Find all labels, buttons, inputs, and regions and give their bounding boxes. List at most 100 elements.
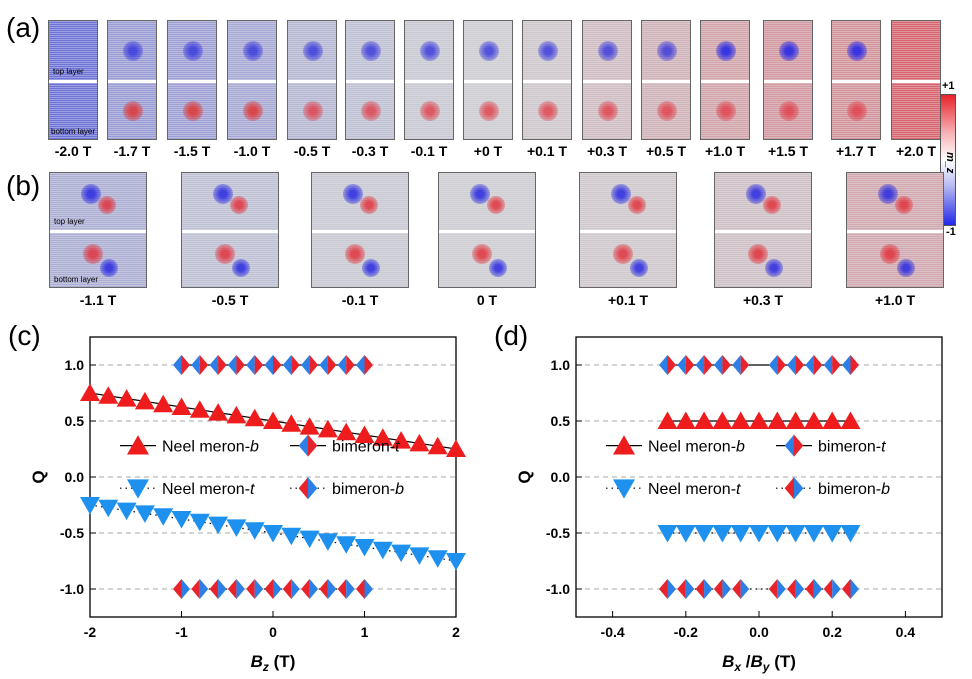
marker-half-left (695, 355, 705, 375)
data-point (98, 499, 119, 518)
data-point (732, 355, 750, 375)
top-bimeron-core-a (343, 183, 364, 204)
data-point (787, 579, 805, 599)
legend-marker (784, 434, 804, 457)
panel-letter: (c) (8, 320, 41, 351)
data-point (173, 355, 190, 375)
panel-a-tile (522, 20, 572, 140)
layer-separator (108, 80, 156, 83)
data-point (427, 550, 448, 568)
series (659, 355, 859, 375)
marker-half-right (291, 355, 300, 375)
y-tick-label: -1.0 (546, 581, 570, 597)
legend-marker (127, 479, 149, 499)
bottom-bimeron-core-a (472, 244, 493, 265)
marker-half-left (695, 579, 705, 599)
marker-half-left (768, 355, 778, 375)
data-point (301, 579, 319, 599)
marker-half-right (813, 355, 823, 375)
data-point (246, 579, 264, 599)
layer-separator (405, 80, 453, 83)
marker-half-left (787, 355, 796, 375)
bottom-meron-core (303, 101, 323, 121)
data-point (246, 355, 264, 375)
x-tick-label: -1 (175, 624, 188, 640)
x-tick-label: 0.2 (822, 624, 842, 640)
series (173, 579, 373, 599)
bottom-layer-label: bottom layer (54, 275, 99, 284)
x-tick-label: -0.2 (674, 624, 698, 640)
data-point (171, 511, 192, 529)
marker-half-left (282, 579, 292, 599)
marker-half-right (795, 579, 805, 599)
data-point (244, 408, 265, 427)
data-point (677, 355, 695, 375)
marker-half-right (777, 355, 786, 375)
top-meron-core (847, 41, 867, 61)
top-meron-core (657, 41, 677, 61)
data-point (391, 431, 412, 449)
panel-a-field-label: -1.5 T (173, 143, 211, 159)
panel-a-tile (463, 20, 513, 140)
marker-half-left (337, 579, 347, 599)
x-tick-label: -0.4 (601, 624, 625, 640)
y-axis-label: Q (515, 470, 534, 483)
data-point (712, 411, 733, 429)
marker-half-right (199, 579, 209, 599)
marker-half-left (842, 579, 851, 599)
panel-a-tile (700, 20, 750, 140)
data-point (299, 530, 320, 549)
layer-separator (288, 80, 336, 83)
top-meron-core (303, 41, 323, 61)
data-point (189, 400, 210, 418)
marker-half-left (298, 434, 308, 457)
top-bimeron-core-b (229, 196, 248, 215)
data-point (446, 439, 466, 457)
y-axis-label: Q (29, 470, 48, 483)
bottom-bimeron-core-a (880, 244, 901, 265)
marker-half-right (327, 579, 337, 599)
x-tick-label: 0 (269, 624, 277, 640)
marker-half-left (282, 355, 292, 375)
data-point (208, 516, 229, 535)
panel-b-tile (579, 172, 677, 288)
marker-half-right (199, 355, 209, 375)
data-point (659, 355, 676, 375)
panel-b-field-label: -0.5 T (211, 292, 249, 308)
colorbar-symbol: m_z (944, 152, 956, 174)
data-point (153, 508, 174, 526)
bottom-meron-core (243, 101, 263, 121)
panel-a-tile (167, 20, 217, 140)
data-point (80, 497, 100, 515)
colorbar-top-label: +1 (942, 80, 955, 92)
data-point (409, 433, 430, 452)
marker-half-left (787, 579, 796, 599)
layer-separator (312, 230, 408, 233)
marker-half-left (264, 355, 273, 375)
panel-b-field-label: -0.1 T (341, 292, 379, 308)
top-meron-core (123, 41, 143, 61)
panel-a-tile: top layer bottom layer (48, 20, 98, 140)
bottom-bimeron-core-a (215, 244, 236, 265)
layer-separator (583, 80, 631, 83)
top-bimeron-core-a (746, 183, 767, 204)
data-point (356, 355, 373, 375)
marker-half-right (308, 434, 318, 457)
top-bimeron-core-a (878, 183, 899, 204)
layer-separator (439, 230, 535, 233)
data-point (842, 579, 859, 599)
bottom-bimeron-core-a (345, 244, 366, 265)
data-point (749, 525, 769, 543)
top-meron-core (243, 41, 263, 61)
panel-a-field-label: +1.5 T (767, 143, 809, 159)
layer-separator (580, 230, 676, 233)
top-meron-core (538, 41, 558, 61)
legend-label: Neel meron-b (648, 439, 745, 456)
data-point (713, 355, 731, 375)
data-point (301, 355, 319, 375)
data-point (675, 525, 696, 543)
marker-half-left (784, 434, 794, 457)
data-point (317, 533, 338, 551)
top-meron-core (479, 41, 499, 61)
bottom-bimeron-core-b (99, 259, 118, 278)
